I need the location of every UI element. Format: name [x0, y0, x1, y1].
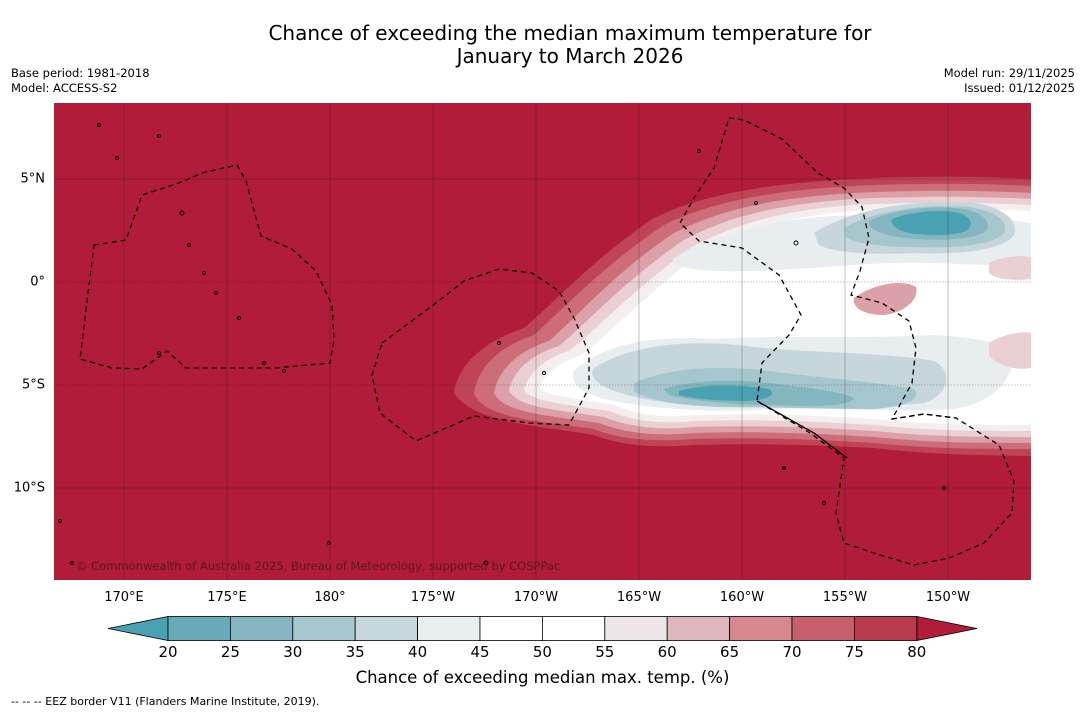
colorbar-segment	[604, 616, 668, 641]
x-tick-label: 155°W	[822, 590, 868, 605]
meta-right: Model run: 29/11/2025 Issued: 01/12/2025	[944, 66, 1075, 96]
warm-patch-east-south	[989, 332, 1031, 369]
eez-border-phoenix	[371, 268, 590, 442]
x-tick-label: 165°W	[616, 590, 662, 605]
colorbar-segment	[791, 616, 855, 641]
colorbar-tick-label: 70	[782, 643, 802, 661]
y-tick-label: 5°S	[21, 377, 45, 393]
islands	[58, 123, 946, 566]
meta-left: Base period: 1981-2018 Model: ACCESS-S2	[11, 66, 150, 96]
band-20-south	[679, 385, 773, 401]
colorbar-tick-label: 35	[345, 643, 365, 661]
x-tick-label: 150°W	[925, 590, 971, 605]
forecast-map	[54, 103, 1031, 580]
colorbar-segments	[167, 616, 918, 641]
y-tick-label: 10°S	[13, 480, 45, 496]
colorbar-segment	[417, 616, 481, 641]
model-name: Model: ACCESS-S2	[11, 81, 118, 95]
x-tick-label: 175°W	[410, 590, 456, 605]
eez-border-southeast	[891, 413, 957, 420]
issued-date: Issued: 01/12/2025	[964, 81, 1075, 95]
colorbar-segment	[167, 616, 231, 641]
colorbar-tick-label: 65	[720, 643, 740, 661]
x-tick-label: 170°W	[513, 590, 559, 605]
x-tick-label: 175°E	[207, 590, 247, 605]
base-period: Base period: 1981-2018	[11, 66, 150, 80]
y-tick-label: 5°N	[20, 171, 46, 187]
band-20-north	[891, 211, 971, 236]
x-tick-label: 160°W	[719, 590, 765, 605]
x-tick-label: 180°	[314, 590, 346, 605]
map-title-line2: January to March 2026	[456, 44, 684, 68]
colorbar-tick-label: 40	[408, 643, 428, 661]
eez-border-solid	[756, 400, 848, 459]
colorbar-tick-label: 20	[158, 643, 178, 661]
colorbar-tick-label: 30	[283, 643, 303, 661]
colorbar-tick-label: 75	[844, 643, 864, 661]
model-run: Model run: 29/11/2025	[943, 66, 1075, 80]
colorbar-segment	[292, 616, 356, 641]
colorbar-svg	[107, 616, 978, 641]
colorbar-tick-label: 55	[595, 643, 615, 661]
colorbar-tick-label: 60	[657, 643, 677, 661]
colorbar-segment	[541, 616, 606, 641]
colorbar-segment	[854, 616, 918, 641]
colorbar-segment	[230, 616, 294, 641]
colorbar-label: Chance of exceeding median max. temp. (%…	[355, 668, 730, 687]
colorbar-segment	[729, 616, 793, 641]
warm-patch-central	[853, 282, 917, 315]
map-title-line1: Chance of exceeding the median maximum t…	[268, 21, 872, 45]
eez-legend-note: -- -- -- EEZ border V11 (Flanders Marine…	[11, 695, 320, 708]
colorbar	[107, 616, 980, 648]
eez-borders	[79, 117, 1015, 566]
colorbar-segment	[479, 616, 543, 641]
map-canvas	[54, 103, 1031, 580]
colorbar-tick-label: 45	[470, 643, 490, 661]
colorbar-tick-label: 25	[220, 643, 240, 661]
colorbar-low-arrow	[107, 616, 169, 641]
colorbar-segment	[666, 616, 731, 641]
colorbar-tick-label: 80	[907, 643, 927, 661]
eez-border-tuvalu	[79, 164, 335, 370]
warm-patch-east	[989, 256, 1031, 280]
copyright-notice: © Commonwealth of Australia 2025, Bureau…	[76, 559, 561, 573]
colorbar-segment	[354, 616, 418, 641]
colorbar-tick-label: 50	[532, 643, 552, 661]
map-title: Chance of exceeding the median maximum t…	[0, 22, 1085, 68]
graticule	[54, 103, 1031, 580]
colorbar-high-arrow	[916, 616, 978, 641]
y-tick-label: 0°	[30, 274, 45, 290]
eez-border-line-islands	[679, 117, 1015, 566]
x-tick-label: 170°E	[104, 590, 144, 605]
